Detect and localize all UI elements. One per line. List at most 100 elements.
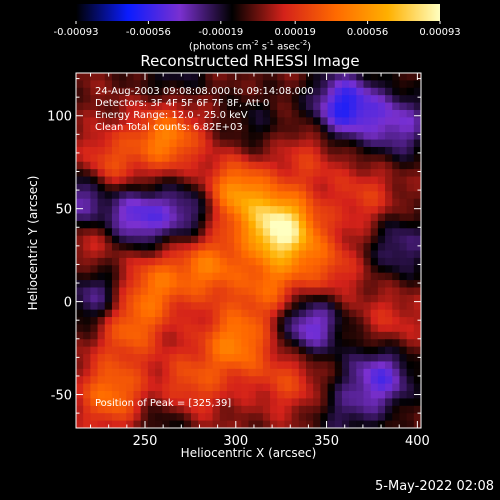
heatmap-cell [341, 331, 350, 340]
heatmap-cell [313, 257, 321, 266]
heatmap-cell [219, 368, 228, 377]
heatmap-cell [97, 257, 106, 266]
heatmap-cell [363, 368, 372, 377]
heatmap-cell [140, 213, 149, 222]
heatmap-cell [349, 302, 357, 311]
heatmap-cell [320, 87, 329, 96]
heatmap-cell [126, 139, 135, 148]
heatmap-cell [241, 339, 250, 348]
heatmap-cell [111, 73, 120, 81]
heatmap-cell [320, 146, 329, 155]
heatmap-cell [234, 398, 242, 407]
heatmap-cell [291, 265, 300, 274]
heatmap-cell [183, 324, 192, 333]
heatmap-cell [399, 339, 408, 348]
heatmap-cell [306, 272, 314, 281]
heatmap-cell [76, 154, 84, 163]
heatmap-cell [349, 391, 357, 400]
heatmap-cell [262, 206, 271, 215]
heatmap-cell [176, 80, 185, 89]
heatmap-cell [126, 102, 135, 111]
heatmap-cell [169, 376, 178, 385]
heatmap-cell [377, 309, 386, 318]
heatmap-cell [255, 280, 264, 289]
heatmap-cell [104, 324, 113, 333]
heatmap-cell [270, 80, 278, 89]
heatmap-cell [241, 228, 250, 237]
heatmap-cell [413, 80, 421, 89]
heatmap-cell [298, 376, 307, 385]
heatmap-cell [291, 213, 300, 222]
heatmap-cell [385, 324, 393, 333]
heatmap-cell [277, 280, 286, 289]
heatmap-cell [212, 95, 221, 104]
heatmap-cell [327, 309, 336, 318]
heatmap-cell [241, 346, 250, 355]
heatmap-cell [356, 346, 365, 355]
heatmap-cell [169, 102, 178, 111]
heatmap-cell [83, 198, 91, 207]
heatmap-cell [183, 198, 192, 207]
heatmap-cell [76, 102, 84, 111]
heatmap-cell [406, 139, 415, 148]
heatmap-cell [198, 206, 206, 215]
heatmap-cell [111, 354, 120, 363]
heatmap-cell [205, 132, 214, 141]
heatmap-cell [313, 146, 321, 155]
heatmap-cell [147, 413, 156, 422]
heatmap-cell [126, 161, 135, 170]
heatmap-cell [83, 146, 91, 155]
heatmap-cell [162, 206, 171, 215]
heatmap-cell [147, 80, 156, 89]
heatmap-cell [320, 383, 329, 392]
heatmap-cell [133, 102, 142, 111]
heatmap-cell [306, 413, 314, 422]
heatmap-cell [83, 317, 91, 326]
heatmap-cell [191, 420, 199, 428]
heatmap-cell [219, 265, 228, 274]
heatmap-cell [126, 228, 135, 237]
heatmap-cell [377, 73, 386, 81]
heatmap-cell [406, 73, 415, 81]
heatmap-cell [370, 117, 379, 126]
heatmap-cell [147, 191, 156, 200]
heatmap-cell [111, 80, 120, 89]
heatmap-cell [262, 368, 271, 377]
heatmap-cell [320, 354, 329, 363]
heatmap-cell [133, 80, 142, 89]
heatmap-cell [377, 361, 386, 370]
heatmap-cell [363, 354, 372, 363]
heatmap-cell [198, 280, 206, 289]
heatmap-cell [111, 272, 120, 281]
heatmap-cell [341, 346, 350, 355]
heatmap-cell [126, 176, 135, 185]
heatmap-cell [147, 154, 156, 163]
heatmap-cell [104, 368, 113, 377]
heatmap-cell [248, 139, 257, 148]
heatmap-cell [140, 361, 149, 370]
heatmap-cell [291, 102, 300, 111]
heatmap-cell [212, 73, 221, 81]
heatmap-cell [97, 368, 106, 377]
heatmap-cell [341, 317, 350, 326]
heatmap-cell [406, 309, 415, 318]
heatmap-cell [183, 250, 192, 259]
heatmap-cell [270, 161, 278, 170]
heatmap-cell [97, 102, 106, 111]
heatmap-cell [126, 405, 135, 414]
heatmap-cell [83, 250, 91, 259]
heatmap-cell [126, 206, 135, 215]
heatmap-cell [327, 109, 336, 118]
heatmap-cell [334, 73, 343, 81]
heatmap-cell [370, 413, 379, 422]
heatmap-cell [183, 109, 192, 118]
heatmap-cell [306, 213, 314, 222]
heatmap-cell [377, 383, 386, 392]
heatmap-cell [111, 287, 120, 296]
heatmap-cell [363, 139, 372, 148]
heatmap-cell [341, 206, 350, 215]
heatmap-cell [241, 405, 250, 414]
heatmap-cell [241, 302, 250, 311]
heatmap-cell [255, 346, 264, 355]
heatmap-cell [262, 317, 271, 326]
